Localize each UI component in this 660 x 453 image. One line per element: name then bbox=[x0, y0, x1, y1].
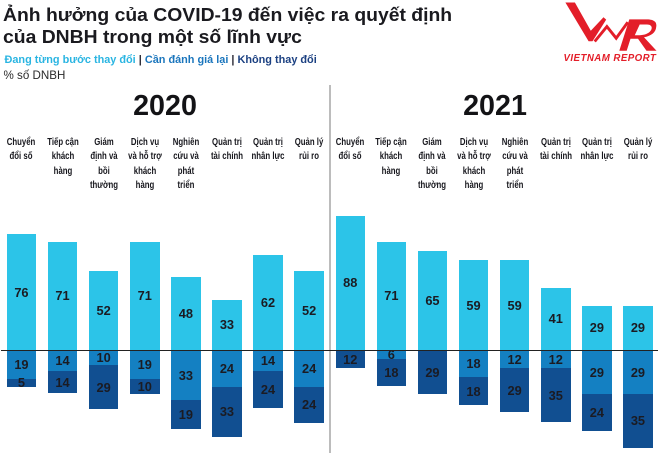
svg-text:VIETNAM REPORT: VIETNAM REPORT bbox=[564, 53, 657, 64]
